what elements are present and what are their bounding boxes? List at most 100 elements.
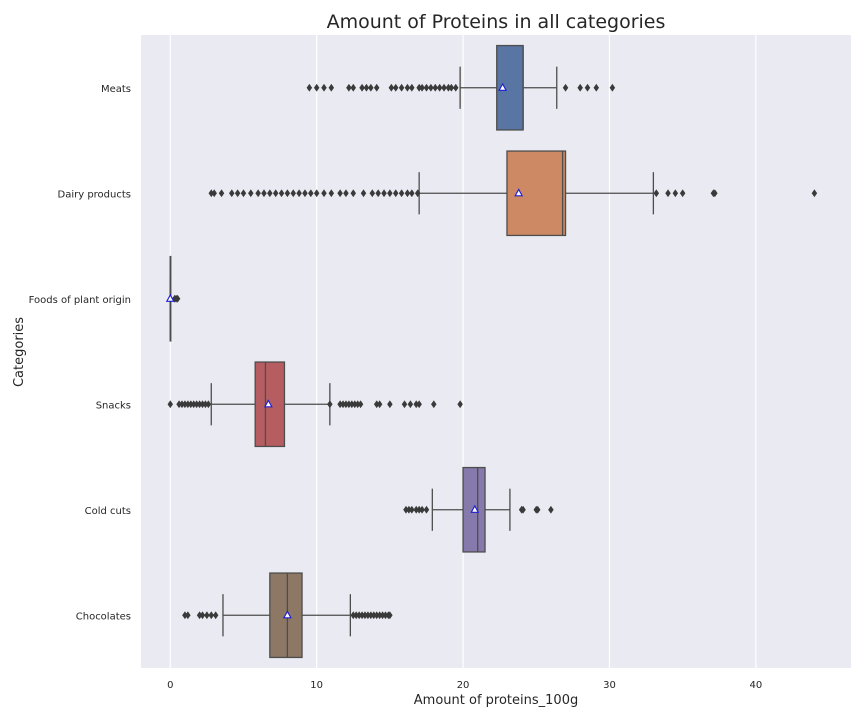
outlier-point bbox=[218, 189, 225, 198]
outlier-point bbox=[679, 189, 686, 198]
outlier-point bbox=[255, 189, 261, 198]
box-group-meats bbox=[306, 44, 616, 131]
box-group-cold-cuts bbox=[403, 466, 554, 553]
outlier-point bbox=[562, 83, 569, 92]
outlier-point bbox=[416, 400, 422, 409]
outlier-point bbox=[321, 189, 327, 198]
outlier-point bbox=[398, 189, 405, 198]
y-tick-label: Chocolates bbox=[76, 611, 131, 622]
outlier-point bbox=[423, 83, 430, 92]
outlier-point bbox=[308, 189, 314, 198]
outlier-point bbox=[609, 83, 616, 92]
outlier-point bbox=[360, 189, 367, 198]
outlier-point bbox=[548, 505, 554, 514]
outlier-point bbox=[436, 83, 443, 92]
x-tick-label: 40 bbox=[749, 680, 762, 691]
x-axis-label: Amount of proteins_100g bbox=[414, 693, 578, 708]
outlier-point bbox=[457, 400, 463, 409]
plot-background bbox=[141, 35, 851, 668]
mean-marker bbox=[263, 399, 273, 408]
outlier-point bbox=[357, 400, 364, 409]
y-tick-label: Meats bbox=[101, 84, 131, 95]
outlier-point bbox=[328, 189, 335, 198]
y-tick-label: Dairy products bbox=[58, 189, 132, 200]
outlier-point bbox=[346, 83, 352, 92]
y-tick-label: Cold cuts bbox=[85, 506, 131, 517]
outlier-point bbox=[381, 189, 387, 198]
outlier-point bbox=[248, 189, 254, 198]
outlier-point bbox=[373, 83, 380, 92]
outlier-point bbox=[534, 505, 541, 514]
outlier-point bbox=[272, 189, 279, 198]
box bbox=[506, 150, 567, 237]
mean-marker bbox=[514, 188, 524, 197]
plot-area: 0 10 20 30 40 Meats Dairy products Foods of pla… bbox=[29, 35, 851, 691]
outlier-point bbox=[452, 83, 459, 92]
outlier-point bbox=[350, 189, 357, 198]
outlier-point bbox=[404, 189, 411, 198]
outlier-point bbox=[205, 400, 212, 409]
outlier-point bbox=[261, 189, 267, 198]
outlier-point bbox=[398, 83, 405, 92]
x-tick-label: 20 bbox=[457, 680, 470, 691]
outlier-point bbox=[313, 189, 320, 198]
outlier-point bbox=[520, 505, 526, 514]
outlier-point bbox=[343, 189, 349, 198]
box-group-snacks bbox=[167, 361, 463, 448]
outlier-point bbox=[423, 505, 430, 514]
x-tick-label: 30 bbox=[603, 680, 616, 691]
outlier-point bbox=[441, 83, 447, 92]
outlier-point bbox=[665, 189, 671, 198]
outlier-point bbox=[407, 400, 414, 409]
outlier-point bbox=[328, 83, 335, 92]
outlier-point bbox=[240, 189, 247, 198]
outlier-point bbox=[212, 611, 219, 620]
outlier-point bbox=[419, 505, 425, 514]
y-tick-label: Foods of plant origin bbox=[29, 295, 131, 306]
outlier-point bbox=[302, 189, 308, 198]
outlier-point bbox=[392, 189, 399, 198]
outlier-point bbox=[375, 189, 381, 198]
outlier-point bbox=[409, 83, 415, 92]
box-group-dairy-products bbox=[208, 150, 818, 237]
outlier-point bbox=[284, 189, 291, 198]
outlier-point bbox=[672, 189, 679, 198]
outlier-point bbox=[387, 611, 393, 620]
box bbox=[254, 361, 286, 448]
outlier-point bbox=[199, 611, 206, 620]
outlier-point bbox=[369, 189, 376, 198]
outlier-point bbox=[174, 294, 181, 303]
outlier-point bbox=[337, 189, 343, 198]
outlier-point bbox=[368, 83, 374, 92]
outlier-point bbox=[653, 189, 660, 198]
x-tick-label: 10 bbox=[310, 680, 323, 691]
x-tick-label: 0 bbox=[167, 680, 173, 691]
outlier-point bbox=[387, 400, 393, 409]
chart-title: Amount of Proteins in all categories bbox=[327, 11, 666, 33]
outlier-point bbox=[432, 83, 438, 92]
outlier-point bbox=[409, 505, 415, 514]
y-tick-label: Snacks bbox=[96, 400, 131, 411]
outlier-point bbox=[211, 189, 217, 198]
outlier-point bbox=[593, 83, 600, 92]
outlier-point bbox=[401, 400, 408, 409]
outlier-point bbox=[584, 83, 591, 92]
outlier-point bbox=[388, 83, 395, 92]
outlier-point bbox=[234, 189, 241, 198]
outlier-point bbox=[185, 611, 191, 620]
outlier-point bbox=[359, 83, 365, 92]
mean-marker bbox=[470, 504, 480, 513]
outlier-point bbox=[327, 400, 333, 409]
box-group-chocolates bbox=[182, 572, 393, 659]
outlier-point bbox=[409, 189, 415, 198]
outlier-point bbox=[229, 189, 235, 198]
outlier-point bbox=[419, 83, 425, 92]
mean-marker bbox=[498, 82, 508, 91]
box-group-foods-of-plant-origin bbox=[165, 255, 181, 342]
outlier-point bbox=[431, 400, 437, 409]
outlier-point bbox=[376, 400, 383, 409]
outlier-point bbox=[350, 83, 357, 92]
y-axis-label: Categories bbox=[12, 317, 27, 387]
outlier-point bbox=[577, 83, 583, 92]
